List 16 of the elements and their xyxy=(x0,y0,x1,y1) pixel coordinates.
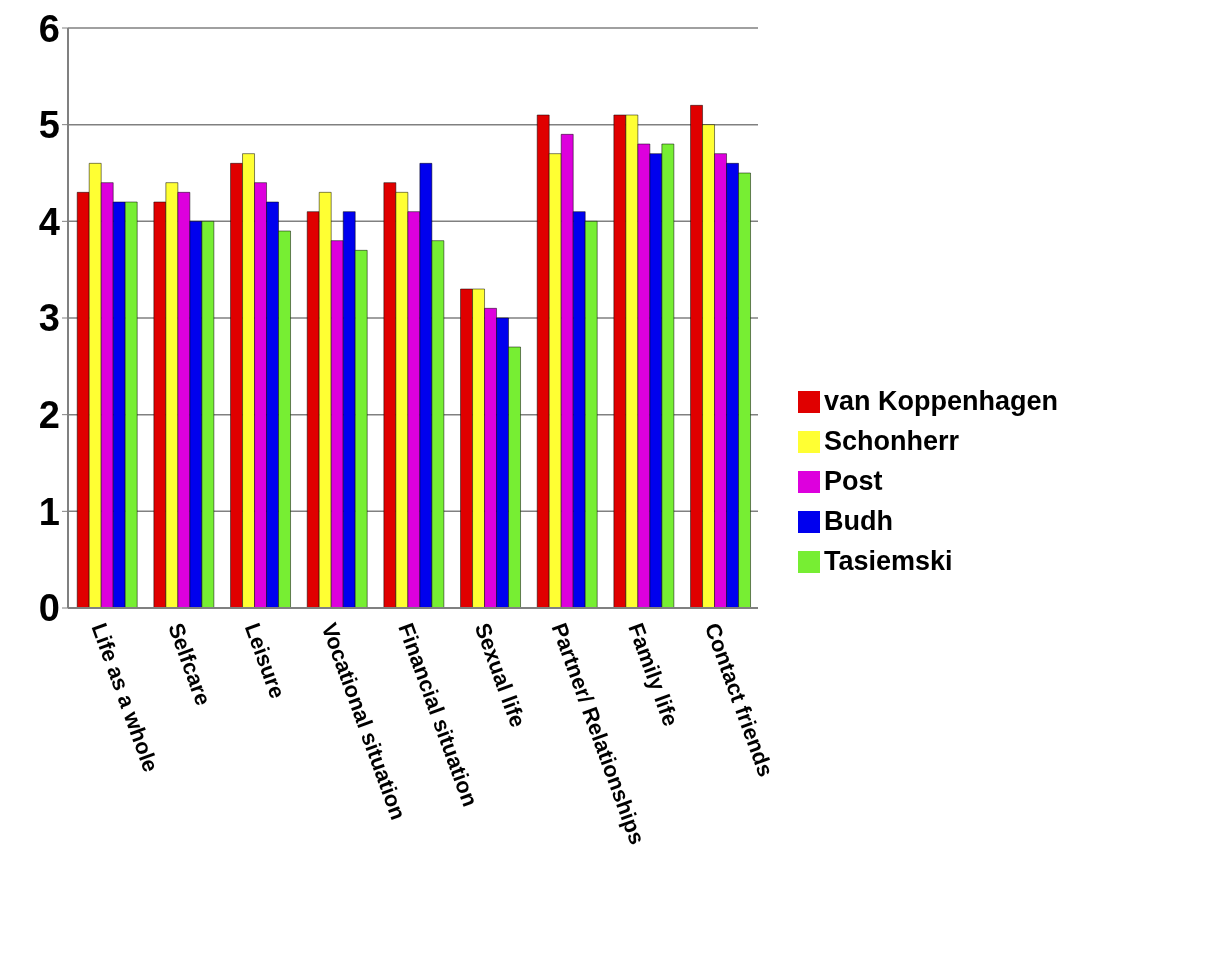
legend-label: Post xyxy=(824,465,883,496)
x-tick-label: Family life xyxy=(623,619,684,730)
y-tick-label: 5 xyxy=(38,104,60,147)
y-tick-label: 4 xyxy=(38,200,60,243)
legend-label: Tasiemski xyxy=(824,545,953,576)
x-tick-label: Leisure xyxy=(239,619,291,702)
legend-label: Schonherr xyxy=(824,425,960,456)
y-tick-label: 1 xyxy=(38,490,60,533)
x-tick-label: Life as a whole xyxy=(86,619,164,776)
y-tick-label: 2 xyxy=(38,394,60,437)
y-tick-label: 6 xyxy=(38,7,60,50)
legend-label: Budh xyxy=(824,505,893,536)
legend-label: van Koppenhagen xyxy=(824,385,1059,416)
y-tick-label: 0 xyxy=(38,587,60,630)
x-tick-label: Sexual life xyxy=(469,619,531,731)
y-tick-label: 3 xyxy=(38,297,60,340)
